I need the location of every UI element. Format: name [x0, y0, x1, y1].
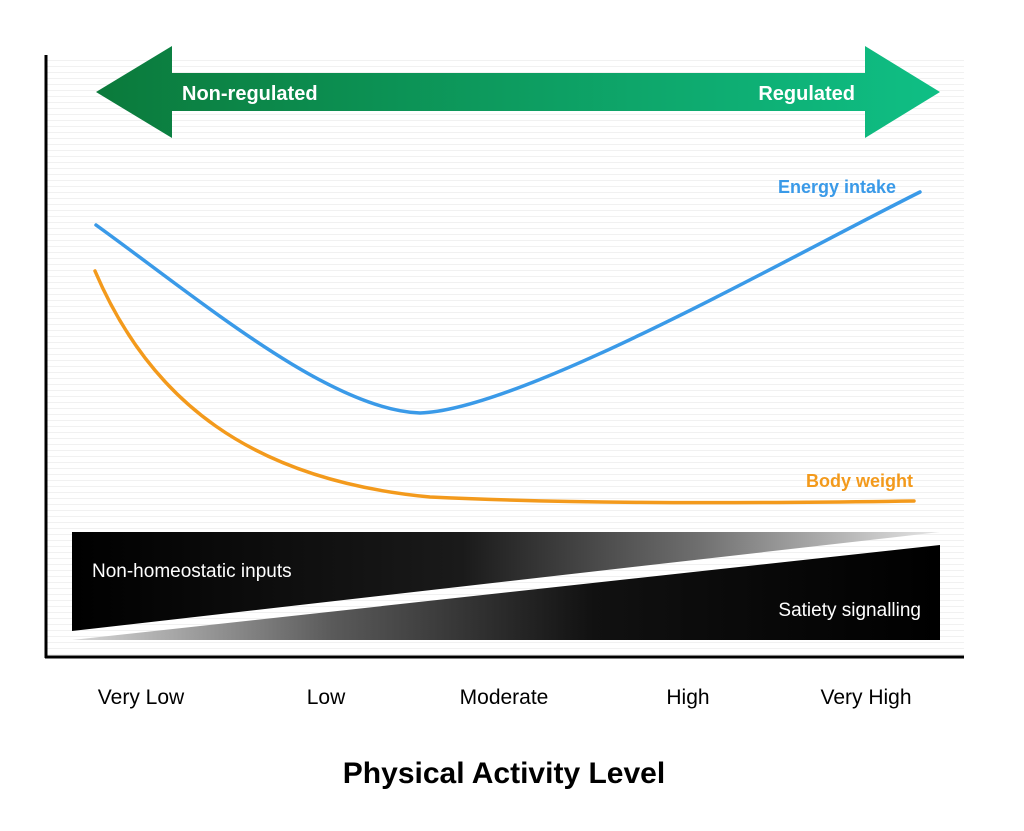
- tick-very-high: Very High: [820, 686, 911, 709]
- tick-moderate: Moderate: [460, 686, 549, 709]
- satiety-wedge: [72, 545, 940, 640]
- satiety-label: Satiety signalling: [778, 600, 921, 621]
- regulated-label: Regulated: [758, 83, 855, 105]
- body-weight-label: Body weight: [806, 471, 913, 491]
- body-weight-curve: [93, 269, 916, 505]
- regulation-arrow: [96, 46, 940, 138]
- energy-intake-curve: [94, 190, 922, 415]
- tick-high: High: [666, 686, 709, 709]
- energy-intake-label: Energy intake: [778, 177, 896, 197]
- x-axis-title: Physical Activity Level: [343, 757, 665, 790]
- tick-very-low: Very Low: [98, 686, 185, 709]
- non-homeostatic-wedge: [72, 532, 940, 631]
- non-regulated-label: Non-regulated: [182, 83, 318, 105]
- non-homeostatic-label: Non-homeostatic inputs: [92, 561, 292, 582]
- tick-low: Low: [307, 686, 346, 709]
